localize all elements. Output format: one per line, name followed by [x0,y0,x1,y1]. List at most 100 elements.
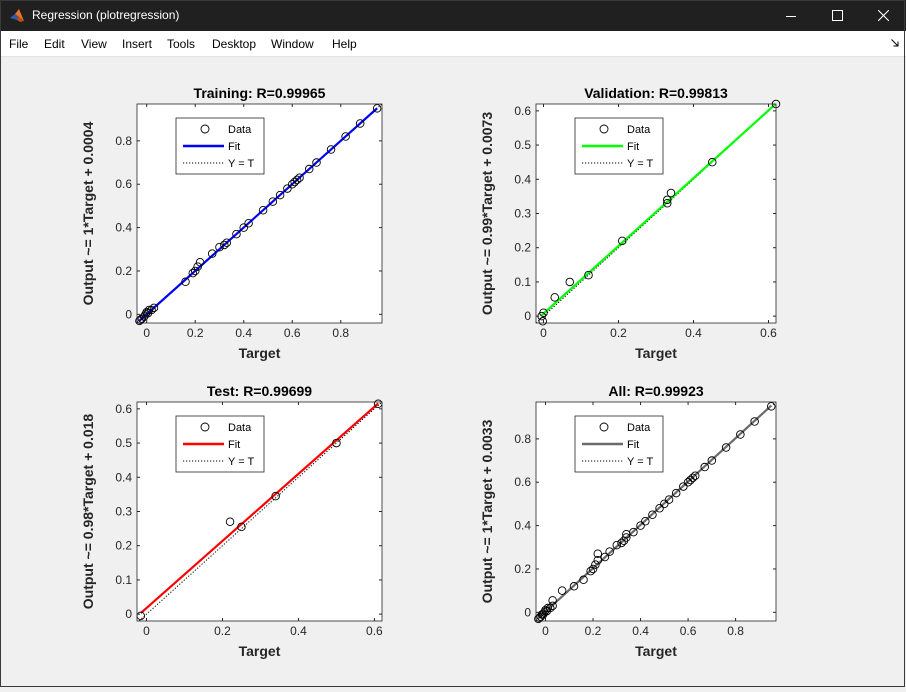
x-axis-label: Target [239,345,281,361]
dock-arrow-icon[interactable] [891,39,899,47]
data-point [290,177,299,187]
menu-help[interactable]: Help [332,37,357,51]
data-point [664,495,674,504]
matlab-logo-icon [9,8,25,24]
legend-label-data: Data [627,124,651,136]
y-axis-label: Output ~= 0.99*Target + 0.0073 [479,112,495,315]
data-point [648,510,657,520]
x-tick-label: 0 [542,624,549,638]
menu-window[interactable]: Window [271,37,314,51]
y-axis-label: Output ~= 1*Target + 0.0033 [479,419,495,603]
data-point [679,482,688,491]
y-tick-label: 0.4 [514,172,531,186]
menu-edit[interactable]: Edit [44,37,65,51]
data-point [622,533,631,542]
data-point [142,307,151,317]
x-tick-label: 0.4 [235,326,252,340]
data-point [222,238,232,248]
axes-frame [535,401,777,622]
x-tick-label: 0.6 [680,624,697,638]
legend-data-marker [200,124,210,134]
data-point [225,517,235,527]
data-point [700,462,709,472]
menu-desktop[interactable]: Desktop [212,37,257,51]
y-tick-label: 0 [125,607,132,621]
data-point [355,119,365,128]
y-tick-label: 0 [524,309,531,323]
data-point [181,277,190,287]
y-tick-label: 0.5 [514,138,531,152]
fit-line [138,107,378,322]
y-tick-label: 0.6 [514,475,531,489]
data-point [275,190,285,200]
legend-label-fit: Fit [228,141,240,153]
data-point [220,240,229,250]
y-tick-label: 0 [524,605,531,619]
x-tick-label: 0.8 [332,326,349,340]
fit-line [540,104,776,317]
data-point [258,205,268,215]
y-tick-label: 0.2 [514,562,531,576]
minimize-icon [786,15,796,17]
menu-tools[interactable]: Tools [167,37,196,51]
data-point [190,266,200,276]
data-point [605,547,614,556]
maximize-button[interactable] [814,0,860,31]
menu-view[interactable]: View [81,37,107,51]
y-tick-label: 0.1 [514,275,531,289]
title-bar: Regression (plotregression) [0,0,906,31]
regression-figure: 0 0.2 0.4 0.6 0.8 0 0.2 0.4 0.6 0.8 Training: R=0.… [80,85,781,659]
data-point [663,198,672,208]
data-point [135,316,144,326]
chart-title: Validation: R=0.99813 [584,85,728,101]
data-point [629,527,638,537]
y-tick-label: 0.4 [115,470,132,484]
legend-label-identity: Y = T [228,456,254,468]
menu-file[interactable]: File [9,37,29,51]
regression-panel-3: 0 0.2 0.4 0.6 0.8 0 0.2 0.4 0.6 0.8 All: R=0.99923… [479,383,777,659]
data-point [708,157,717,167]
x-tick-label: 0.6 [366,624,383,638]
chart-title: Test: R=0.99699 [207,383,312,399]
data-point [591,560,600,569]
data-point [666,188,676,198]
x-tick-label: 0.2 [214,624,231,638]
data-point [326,145,336,154]
x-tick-label: 0.4 [685,326,702,340]
x-tick-label: 0.8 [727,624,744,638]
data-point [304,164,314,174]
close-button[interactable] [860,0,906,31]
y-tick-label: 0.3 [115,505,132,519]
legend-label-fit: Fit [627,141,639,153]
data-point [671,488,681,498]
y-tick-label: 0.2 [115,539,132,553]
axes-frame [136,103,383,324]
y-tick-label: 0.6 [115,402,132,416]
data-point [569,582,579,591]
data-point [736,430,745,439]
menu-insert[interactable]: Insert [122,37,153,51]
data-point [295,173,304,182]
data-point [663,195,672,205]
data-point [232,229,241,239]
data-point [287,179,297,189]
close-icon [877,10,889,21]
data-point [586,566,595,576]
x-tick-label: 0.4 [632,624,649,638]
x-tick-label: 0 [143,624,150,638]
data-point [766,402,776,411]
data-point [617,538,626,548]
data-point [268,197,278,206]
y-tick-label: 0.2 [115,264,132,278]
y-tick-label: 0.8 [115,134,132,148]
data-point [312,158,321,167]
identity-line [138,402,382,621]
data-point [188,268,198,278]
x-tick-label: 0 [143,326,150,340]
data-point [612,540,622,550]
data-point [539,308,548,317]
y-tick-label: 0.8 [514,432,531,446]
minimize-button[interactable] [768,0,814,31]
data-point [641,517,650,526]
legend-label-identity: Y = T [627,158,653,170]
